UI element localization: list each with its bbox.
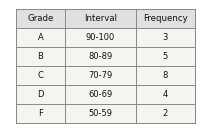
Text: F: F xyxy=(38,109,43,118)
Text: Frequency: Frequency xyxy=(142,14,187,23)
Text: C: C xyxy=(37,71,43,80)
Text: B: B xyxy=(37,52,43,61)
Text: Grade: Grade xyxy=(27,14,53,23)
Text: 2: 2 xyxy=(162,109,167,118)
Text: 60-69: 60-69 xyxy=(88,90,112,99)
Text: Interval: Interval xyxy=(83,14,116,23)
Text: 5: 5 xyxy=(162,52,167,61)
Text: 70-79: 70-79 xyxy=(88,71,112,80)
Bar xyxy=(16,9,194,28)
Text: 80-89: 80-89 xyxy=(88,52,112,61)
Text: 3: 3 xyxy=(162,33,167,42)
Text: A: A xyxy=(37,33,43,42)
Text: 50-59: 50-59 xyxy=(88,109,112,118)
Text: D: D xyxy=(37,90,43,99)
Bar xyxy=(16,9,194,123)
Text: 4: 4 xyxy=(162,90,167,99)
Text: 8: 8 xyxy=(162,71,167,80)
Text: 90-100: 90-100 xyxy=(85,33,114,42)
